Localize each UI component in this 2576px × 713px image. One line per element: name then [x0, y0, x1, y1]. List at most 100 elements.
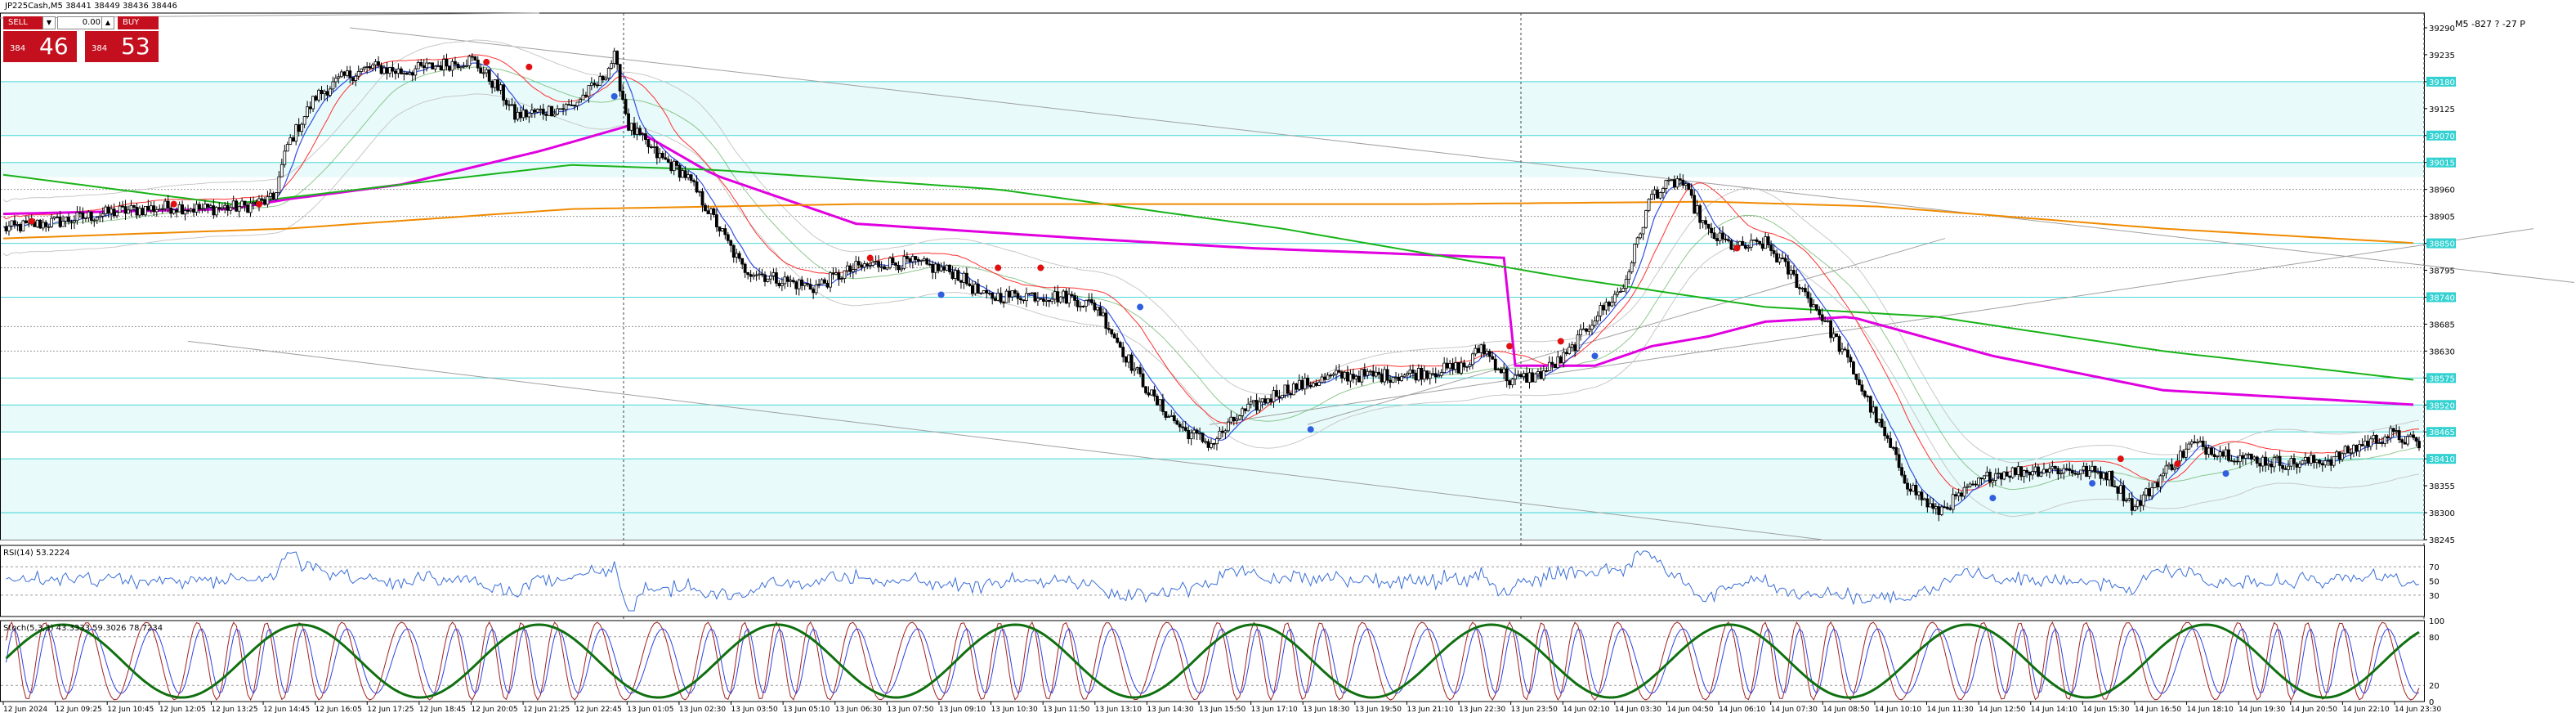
candle-body — [2141, 494, 2145, 506]
overlay-ma-2 — [2, 200, 2414, 244]
candle-body — [669, 161, 673, 172]
candle-body — [1797, 287, 1801, 289]
candle-body — [749, 274, 753, 277]
candle-body — [104, 206, 108, 214]
candle-body — [1795, 273, 1799, 289]
lot-down-icon[interactable]: ▼ — [42, 16, 56, 29]
candle-body — [2156, 482, 2159, 487]
candle-body — [709, 208, 713, 214]
candle-body — [1974, 483, 1978, 486]
candle-body — [1684, 183, 1688, 186]
candle-body — [2212, 454, 2216, 457]
time-tick-label: 13 Jun 05:10 — [783, 706, 830, 713]
candle-body — [1664, 180, 1668, 189]
candle-body — [618, 64, 622, 92]
time-tick-label: 13 Jun 15:50 — [1199, 706, 1246, 713]
candle-body — [1758, 241, 1762, 244]
candle-body — [1010, 290, 1014, 298]
price-tick-label: 38630 — [2429, 348, 2455, 356]
price-tick-label: 38520 — [2429, 401, 2455, 410]
candle-body — [1337, 370, 1341, 373]
candle-body — [1320, 376, 1324, 383]
time-tick-label: 12 Jun 14:45 — [263, 706, 310, 713]
rsi-tick-label: 30 — [2429, 592, 2440, 601]
candle-body — [754, 274, 758, 276]
candle-body — [771, 272, 776, 276]
candle-body — [1439, 372, 1443, 376]
candle-body — [433, 65, 437, 70]
candle-body — [573, 105, 576, 106]
candle-body — [1689, 189, 1693, 196]
candle-body — [422, 65, 426, 69]
candle-body — [2173, 467, 2176, 470]
candle-body — [502, 84, 505, 101]
candle-body — [987, 293, 991, 294]
candle-body — [127, 209, 130, 214]
candle-body — [729, 240, 733, 246]
candle-body — [2412, 434, 2415, 438]
candle-body — [1872, 406, 1876, 413]
lot-size-input[interactable]: 0.00 — [57, 16, 114, 29]
candle-body — [431, 62, 435, 70]
candle-body — [948, 264, 951, 272]
candle-body — [1243, 408, 1247, 411]
zone-band-1 — [1, 162, 2424, 177]
candle-body — [476, 60, 480, 69]
candle-body — [110, 209, 114, 214]
candle-body — [641, 133, 645, 135]
buy-button[interactable]: BUY — [118, 16, 159, 29]
candle-body — [1837, 336, 1841, 352]
candle-body — [1755, 239, 1759, 242]
sell-price-box[interactable]: 384 46 — [3, 31, 77, 62]
candle-body — [1360, 369, 1364, 383]
candle-body — [552, 114, 557, 117]
candle-body — [615, 51, 619, 65]
candle-body — [1641, 226, 1645, 235]
candle-body — [333, 78, 338, 83]
candle-body — [163, 200, 168, 209]
lot-up-icon[interactable]: ▲ — [101, 16, 114, 29]
candle-body — [1183, 427, 1187, 431]
candle-body — [226, 204, 230, 211]
candle-body — [2198, 441, 2203, 443]
sell-button[interactable]: SELL — [3, 16, 42, 29]
candle-body — [1104, 312, 1108, 329]
candle-body — [1226, 421, 1230, 432]
candle-body — [98, 215, 102, 218]
candle-body — [2028, 471, 2032, 476]
buy-price-box[interactable]: 384 53 — [85, 31, 159, 62]
candle-body — [414, 68, 418, 76]
candle-body — [2048, 468, 2051, 473]
candle-body — [2162, 473, 2165, 477]
candle-body — [2346, 446, 2350, 454]
signal-dot-18 — [1989, 495, 1997, 502]
candle-body — [2025, 470, 2028, 473]
candle-body — [1843, 348, 1847, 351]
candle-body — [769, 275, 772, 280]
candle-body — [2068, 468, 2072, 471]
candle-body — [698, 191, 701, 193]
candle-body — [1479, 344, 1483, 353]
candle-body — [1210, 443, 1213, 448]
candle-body — [541, 108, 545, 115]
sell-price-small: 384 — [10, 44, 26, 53]
candle-body — [459, 66, 463, 69]
time-tick-label: 13 Jun 19:50 — [1355, 706, 1402, 713]
candle-body — [1385, 369, 1389, 381]
candle-body — [1675, 178, 1679, 188]
candle-body — [306, 106, 310, 117]
candle-body — [1249, 401, 1253, 405]
candle-body — [1437, 375, 1441, 378]
candle-body — [1263, 398, 1267, 404]
candle-body — [2091, 465, 2094, 472]
candle-body — [1312, 383, 1316, 388]
one-click-trade-panel[interactable]: SELL ▼ 0.00 ▲ BUY 384 46 384 53 — [3, 16, 159, 64]
candle-body — [1357, 375, 1361, 383]
candle-body — [1246, 403, 1250, 411]
candle-body — [1840, 348, 1844, 352]
candle-body — [1308, 384, 1313, 388]
candle-body — [1118, 342, 1122, 348]
candle-body — [1223, 430, 1228, 433]
